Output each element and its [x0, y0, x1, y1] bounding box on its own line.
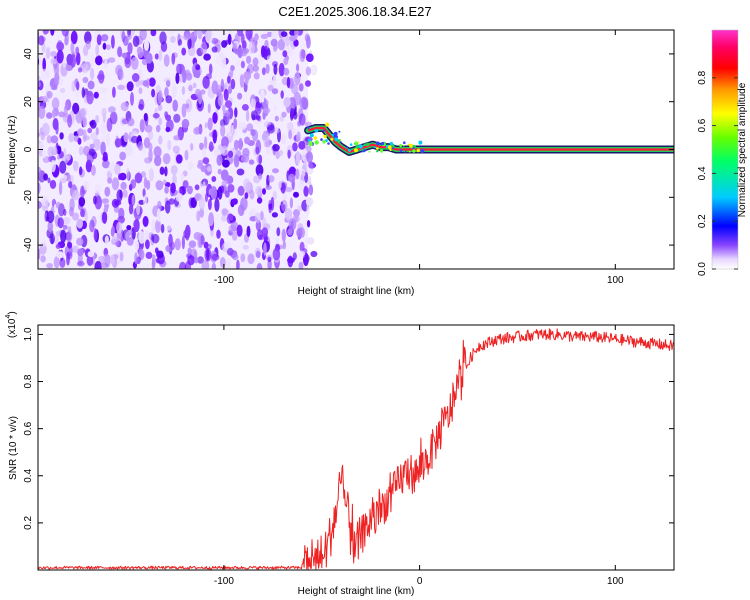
snr-y-axis-label: SNR (10 * v/v) — [8, 416, 19, 480]
colorbar-tick-label: 0.0 — [697, 262, 708, 276]
spectrogram-panel: -100 100 -40 -20 0 20 40 Height of straight li… — [7, 29, 675, 297]
spectrogram-x-tick-label: 100 — [607, 275, 624, 286]
snr-line — [38, 328, 674, 570]
colorbar: 0.0 0.2 0.4 0.6 0.8 Normalized spectral ampl… — [697, 29, 748, 276]
spectrogram-y-tick-label: 20 — [23, 96, 34, 108]
colorbar-frame — [711, 29, 739, 270]
colorbar-ticks: 0.0 0.2 0.4 0.6 0.8 — [697, 70, 738, 276]
snr-x-tick-label: 0 — [417, 576, 423, 587]
spectrogram-y-tick-label: -20 — [23, 190, 34, 205]
colorbar-tick-label: 0.2 — [697, 214, 708, 228]
svg-text:(x104): (x104) — [5, 311, 18, 338]
spectrogram-plot-area — [38, 30, 674, 269]
spectrogram-x-axis-label: Height of straight line (km) — [298, 286, 415, 297]
snr-background — [38, 325, 674, 570]
snr-plot-area — [38, 328, 674, 570]
spectrogram-y-tick-label: 40 — [23, 48, 34, 60]
snr-y-tick-label: 0.2 — [23, 516, 34, 530]
noise-blobs — [38, 30, 318, 269]
colorbar-gradient — [712, 30, 738, 269]
ridge-speckle — [307, 122, 425, 153]
colorbar-tick-label: 0.4 — [697, 166, 708, 180]
snr-multiplier-label: (x104) — [5, 311, 18, 338]
snr-y-tick-label: 0.4 — [23, 468, 34, 482]
snr-y-tick-label: 0.8 — [23, 374, 34, 388]
spectrogram-y-axis-label: Frequency (Hz) — [7, 116, 18, 185]
snr-y-tick-label: 1.0 — [23, 327, 34, 341]
figure-title: C2E1.2025.306.18.34.E27 — [278, 4, 431, 19]
snr-multiplier-close: ) — [7, 311, 18, 314]
snr-axes: -100 0 100 0.2 0.4 0.6 0.8 1.0 — [23, 325, 674, 587]
snr-panel: -100 0 100 0.2 0.4 0.6 0.8 1.0 Height of straig… — [5, 311, 675, 597]
spectrogram-y-tick-label: -40 — [23, 237, 34, 252]
spectrogram-axes: -100 100 -40 -20 0 20 40 — [23, 30, 674, 286]
snr-x-tick-label: 100 — [607, 576, 624, 587]
spectrogram-y-tick-label: 0 — [23, 146, 34, 152]
snr-multiplier-exponent: 4 — [5, 315, 12, 319]
snr-x-axis-label: Height of straight line (km) — [298, 586, 415, 597]
snr-y-tick-label: 0.6 — [23, 421, 34, 435]
colorbar-tick-label: 0.6 — [697, 118, 708, 132]
spectrogram-x-tick-label: -100 — [214, 275, 234, 286]
snr-multiplier-base: (x10 — [7, 318, 18, 338]
snr-x-tick-label: -100 — [214, 576, 234, 587]
snr-frame — [37, 324, 675, 571]
colorbar-tick-label: 0.8 — [697, 70, 708, 84]
colorbar-label: Normalized spectral amplitude — [737, 82, 748, 217]
